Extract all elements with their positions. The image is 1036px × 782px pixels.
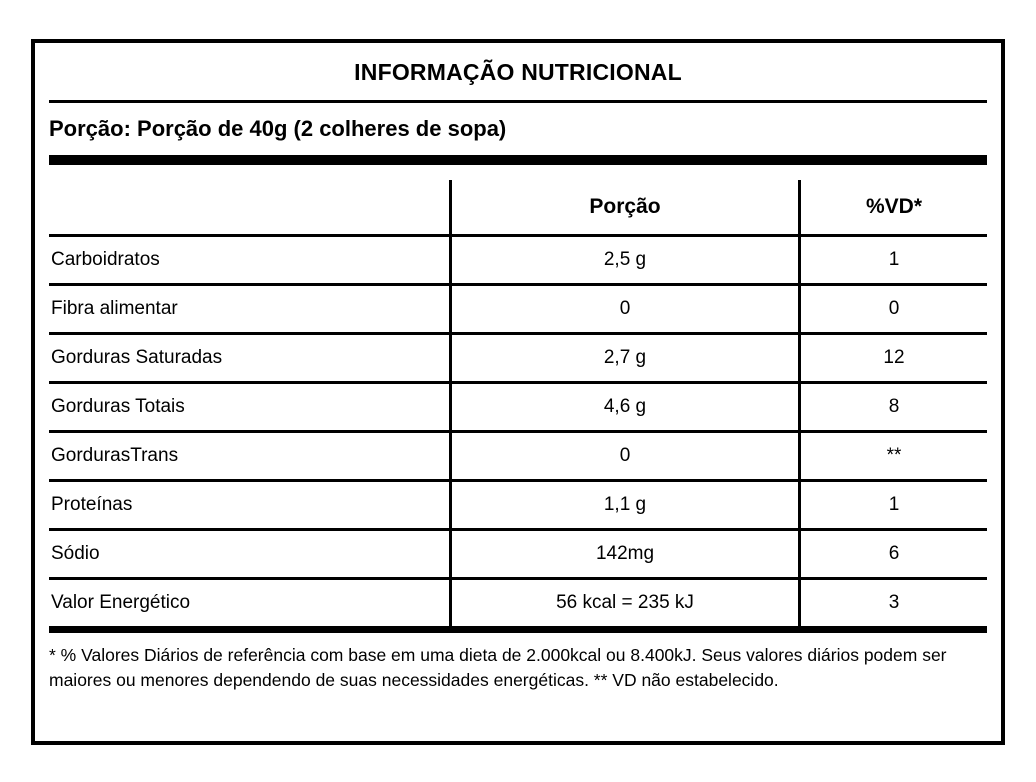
table-row: Carboidratos 2,5 g 1 bbox=[49, 237, 987, 286]
table-row: GordurasTrans 0 ** bbox=[49, 433, 987, 482]
serving-size-line: Porção: Porção de 40g (2 colheres de sop… bbox=[49, 116, 507, 141]
nutrient-dv: 6 bbox=[801, 531, 987, 580]
nutrient-amount: 2,7 g bbox=[449, 335, 801, 384]
nutrition-table: Porção %VD* Carboidratos 2,5 g 1 Fibra a… bbox=[49, 180, 987, 626]
nutrient-amount: 56 kcal = 235 kJ bbox=[449, 580, 801, 626]
nutrient-dv: 8 bbox=[801, 384, 987, 433]
nutrient-dv: 0 bbox=[801, 286, 987, 335]
nutrient-amount: 1,1 g bbox=[449, 482, 801, 531]
nutrient-amount: 142mg bbox=[449, 531, 801, 580]
nutrient-name: Proteínas bbox=[49, 482, 449, 531]
header-dv: %VD* bbox=[801, 180, 987, 237]
table-row: Proteínas 1,1 g 1 bbox=[49, 482, 987, 531]
table-header-row: Porção %VD* bbox=[49, 180, 987, 237]
table-row: Valor Energético 56 kcal = 235 kJ 3 bbox=[49, 580, 987, 626]
nutrient-name: Fibra alimentar bbox=[49, 286, 449, 335]
nutrient-name: Gorduras Totais bbox=[49, 384, 449, 433]
divider-thick-bottom bbox=[49, 626, 987, 633]
header-portion: Porção bbox=[449, 180, 801, 237]
table-row: Fibra alimentar 0 0 bbox=[49, 286, 987, 335]
nutrient-amount: 4,6 g bbox=[449, 384, 801, 433]
label-title: INFORMAÇÃO NUTRICIONAL bbox=[354, 59, 682, 85]
nutrient-dv: 1 bbox=[801, 482, 987, 531]
nutrient-amount: 0 bbox=[449, 433, 801, 482]
nutrient-dv: 3 bbox=[888, 592, 900, 613]
nutrition-label: INFORMAÇÃO NUTRICIONAL Porção: Porção de… bbox=[31, 39, 1005, 745]
nutrient-name: Carboidratos bbox=[49, 237, 449, 286]
header-blank bbox=[49, 180, 449, 237]
table-row: Gorduras Totais 4,6 g 8 bbox=[49, 384, 987, 433]
divider-thin bbox=[49, 100, 987, 103]
nutrient-amount: 2,5 g bbox=[449, 237, 801, 286]
footnote: * % Valores Diários de referência com ba… bbox=[49, 645, 947, 690]
nutrient-name: GordurasTrans bbox=[49, 433, 449, 482]
nutrient-dv: 1 bbox=[801, 237, 987, 286]
nutrient-amount: 0 bbox=[449, 286, 801, 335]
nutrient-name: Valor Energético bbox=[51, 592, 191, 613]
table-row: Gorduras Saturadas 2,7 g 12 bbox=[49, 335, 987, 384]
divider-thick-top bbox=[49, 155, 987, 165]
nutrient-dv: 12 bbox=[801, 335, 987, 384]
nutrient-name: Gorduras Saturadas bbox=[49, 335, 449, 384]
nutrient-name: Sódio bbox=[49, 531, 449, 580]
nutrient-dv: ** bbox=[801, 433, 987, 482]
table-row: Sódio 142mg 6 bbox=[49, 531, 987, 580]
